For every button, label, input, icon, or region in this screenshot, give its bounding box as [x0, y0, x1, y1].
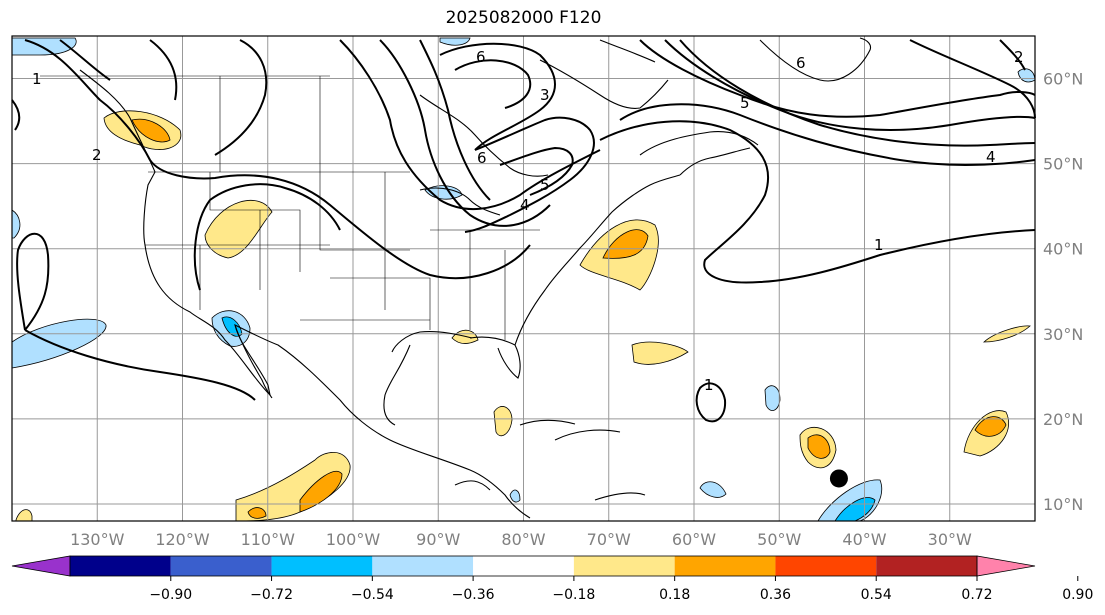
- contour-lines: [11, 39, 1036, 423]
- shade-light-blue: [1017, 68, 1036, 83]
- longitude-labels: 130°W 120°W 110°W 100°W 90°W 80°W 70°W 60°W 50°W…: [70, 530, 972, 549]
- map-title: 2025082000 F120: [445, 8, 602, 28]
- coastlines: [79, 37, 872, 519]
- colorbar-tick-label: 0.36: [760, 587, 791, 603]
- contour-label: 4: [986, 148, 996, 166]
- weather-map: 1 2 3 4 5 6 6 1 1 4 5 6 2 130°W 120°W 110°…: [11, 35, 1083, 549]
- colorbar-tick-label: 0.90: [1062, 587, 1093, 603]
- shade-light-blue: [11, 209, 21, 239]
- colorbar-ticks: −0.90 −0.72 −0.54 −0.36 −0.18 0.18 0.36 0.54 0.7…: [149, 576, 1093, 603]
- latitude-label: 20°N: [1043, 410, 1083, 429]
- contour-label: 4: [520, 196, 530, 214]
- shade-yellow: [204, 199, 273, 259]
- contour-label: 5: [740, 94, 750, 112]
- shade-light-blue: [11, 37, 77, 56]
- latitude-label: 50°N: [1043, 155, 1083, 174]
- latitude-label: 10°N: [1043, 495, 1083, 514]
- longitude-label: 50°W: [757, 530, 801, 549]
- shade-orange: [131, 118, 171, 143]
- storm-marker: [829, 469, 848, 488]
- shade-yellow: [15, 509, 33, 522]
- longitude-label: 120°W: [155, 530, 210, 549]
- colorbar-tick-label: 0.54: [861, 587, 892, 603]
- colorbar-tick-label: −0.72: [250, 587, 293, 603]
- longitude-label: 40°W: [842, 530, 886, 549]
- contour-label: 6: [477, 149, 487, 167]
- contour-label: 6: [476, 48, 486, 66]
- contour-label: 2: [1014, 48, 1024, 66]
- colorbar-tick-label: 0.72: [961, 587, 992, 603]
- shade-orange: [602, 229, 649, 259]
- shade-orange: [807, 434, 831, 459]
- longitude-label: 130°W: [70, 530, 125, 549]
- contour-label: 5: [540, 176, 550, 194]
- shade-yellow: [493, 406, 513, 437]
- latitude-labels: 60°N 50°N 40°N 30°N 20°N 10°N: [1043, 70, 1083, 514]
- longitude-label: 30°W: [928, 530, 972, 549]
- shade-light-blue: [11, 318, 107, 369]
- colorbar-tick-label: −0.36: [452, 587, 495, 603]
- map-frame: [11, 35, 1036, 522]
- longitude-label: 100°W: [326, 530, 381, 549]
- longitude-label: 70°W: [587, 530, 631, 549]
- gridlines: [12, 36, 1035, 521]
- contour-label: 1: [704, 376, 714, 394]
- longitude-label: 110°W: [241, 530, 296, 549]
- colorbar-tick-label: −0.18: [552, 587, 595, 603]
- contour-label: 1: [874, 236, 884, 254]
- state-borders: [40, 75, 540, 340]
- shade-yellow: [631, 341, 689, 365]
- latitude-label: 30°N: [1043, 325, 1083, 344]
- shade-orange: [247, 507, 267, 519]
- contour-label: 2: [92, 146, 102, 164]
- shade-light-blue: [699, 481, 727, 498]
- colorbar-tick-label: −0.90: [149, 587, 192, 603]
- colorbar-tick-label: 0.18: [659, 587, 690, 603]
- contour-label: 6: [796, 54, 806, 72]
- latitude-label: 40°N: [1043, 240, 1083, 259]
- longitude-label: 60°W: [672, 530, 716, 549]
- shade-light-blue: [764, 385, 781, 411]
- longitude-label: 90°W: [416, 530, 460, 549]
- contour-label: 1: [32, 70, 42, 88]
- longitude-label: 80°W: [501, 530, 545, 549]
- shade-orange: [299, 471, 343, 513]
- contour-labels: 1 2 3 4 5 6 6 1 1 4 5 6 2: [32, 48, 1024, 394]
- shade-light-blue: [509, 489, 521, 503]
- latitude-label: 60°N: [1043, 70, 1083, 89]
- shade-light-blue: [439, 37, 471, 46]
- contour-label: 3: [540, 86, 550, 104]
- colorbar-tick-label: −0.54: [351, 587, 394, 603]
